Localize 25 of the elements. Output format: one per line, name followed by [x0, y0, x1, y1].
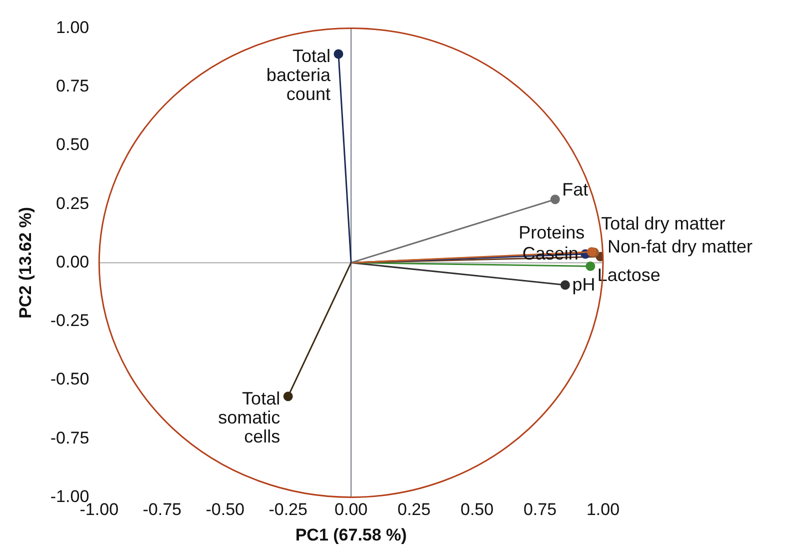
y-axis-title: PC2 (13.62 %): [16, 206, 35, 318]
series-label: Total somatic cells: [218, 388, 280, 446]
x-axis-title: PC1 (67.58 %): [295, 525, 407, 544]
y-tick-label: 0.25: [56, 194, 90, 213]
y-tick-label: -0.25: [50, 311, 90, 330]
series-label: Total bacteria count: [266, 46, 332, 104]
series-label: Non-fat dry matter: [607, 236, 753, 257]
y-tick-label: 0.00: [56, 252, 90, 272]
y-tick-label: -0.75: [50, 428, 90, 448]
series-label: pH: [572, 274, 596, 294]
y-tick-label: 0.50: [56, 135, 90, 154]
x-tick-label: 0.50: [460, 500, 494, 520]
series-label: Proteins: [518, 222, 585, 242]
x-tick-label: 0.00: [334, 500, 368, 520]
y-tick-label: 1.00: [56, 18, 90, 37]
x-tick-label: 1.00: [586, 500, 620, 520]
series-label: Fat: [562, 179, 588, 200]
y-tick-label: 0.75: [56, 76, 90, 96]
x-tick-label: -0.25: [268, 500, 308, 520]
x-tick-label: 0.25: [398, 500, 431, 520]
y-tick-label: -0.50: [50, 370, 90, 389]
x-tick-label: -0.50: [206, 500, 244, 520]
series-label: Total dry matter: [601, 213, 726, 234]
x-tick-label: -0.75: [142, 500, 182, 520]
x-tick-label: 0.75: [523, 500, 557, 520]
